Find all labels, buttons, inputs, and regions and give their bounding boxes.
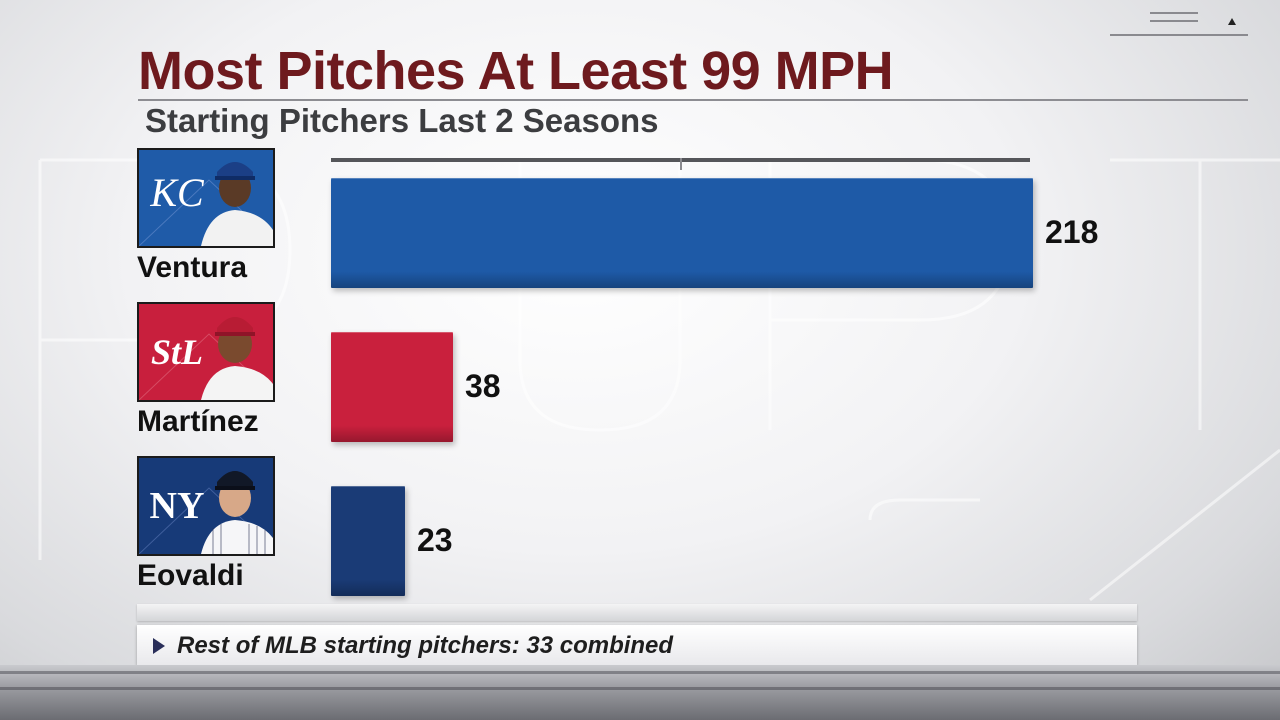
yankees-logo: NY bbox=[150, 485, 205, 527]
triangle-up-icon bbox=[1228, 18, 1236, 25]
bar-value-label: 23 bbox=[417, 522, 453, 558]
chart-subtitle: Starting Pitchers Last 2 Seasons bbox=[145, 102, 659, 139]
play-arrow-icon bbox=[153, 638, 165, 654]
title-divider bbox=[138, 99, 1248, 101]
footer-strip bbox=[137, 604, 1137, 621]
royals-logo: KC bbox=[149, 170, 205, 215]
chart-bar-martinez bbox=[331, 332, 453, 442]
player-photo-ventura: KC bbox=[137, 148, 275, 248]
cardinals-logo: StL bbox=[151, 332, 203, 372]
footer-note: Rest of MLB starting pitchers: 33 combin… bbox=[137, 625, 1137, 665]
chart-row: StL Martínez 38 bbox=[0, 302, 1280, 452]
studio-floor bbox=[0, 665, 1280, 720]
player-name: Martínez bbox=[137, 405, 259, 438]
broadcast-menu-indicator bbox=[1110, 8, 1250, 38]
chart-title: Most Pitches At Least 99 MPH bbox=[138, 41, 894, 101]
chart-bar-ventura bbox=[331, 178, 1033, 288]
footer-note-text: Rest of MLB starting pitchers: 33 combin… bbox=[177, 632, 674, 659]
chart-bar-eovaldi bbox=[331, 486, 405, 596]
player-photo-martinez: StL bbox=[137, 302, 275, 402]
bar-value-label: 38 bbox=[465, 368, 501, 404]
player-name: Eovaldi bbox=[137, 559, 244, 592]
player-name: Ventura bbox=[137, 251, 248, 284]
chart-axis-tick bbox=[680, 158, 682, 170]
bar-value-label: 218 bbox=[1045, 214, 1099, 250]
player-photo-eovaldi: NY bbox=[137, 456, 275, 556]
chart-row: NY Eovaldi 23 bbox=[0, 456, 1280, 606]
chart-row: KC Ventura 218 bbox=[0, 148, 1280, 298]
